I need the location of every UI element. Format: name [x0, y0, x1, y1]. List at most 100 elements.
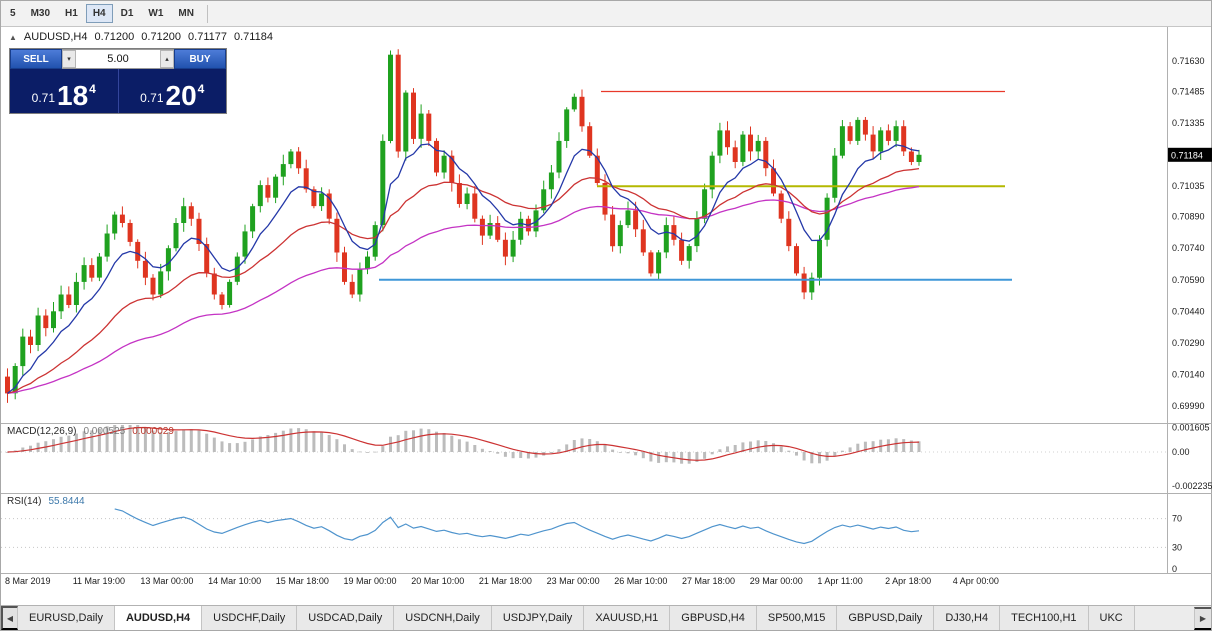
chart-tab-eurusd-daily[interactable]: EURUSD,Daily [18, 606, 115, 630]
macd-histogram-bar [243, 441, 247, 452]
macd-histogram-bar [657, 452, 661, 463]
volume-down-button[interactable]: ▾ [62, 50, 76, 68]
candle-body [533, 210, 539, 232]
macd-histogram-bar [695, 452, 699, 462]
tabbar-scroll-left-icon[interactable]: ◀ [1, 606, 18, 630]
timeframe-button-w1[interactable]: W1 [141, 4, 170, 23]
macd-histogram-bar [266, 435, 270, 452]
chart-tab-gbpusd-daily[interactable]: GBPUSD,Daily [837, 606, 935, 630]
candle-body [12, 366, 18, 394]
timeframe-button-h1[interactable]: H1 [58, 4, 85, 23]
candle-body [188, 206, 194, 219]
time-axis-label: 29 Mar 00:00 [750, 576, 803, 586]
macd-histogram-bar [519, 452, 523, 458]
macd-histogram-bar [909, 440, 913, 452]
macd-histogram-bar [496, 452, 500, 454]
macd-histogram-bar [503, 452, 507, 457]
macd-histogram-bar [343, 444, 346, 452]
macd-histogram-bar [902, 439, 906, 452]
macd-histogram-bar [457, 439, 461, 452]
buy-price-sup: 4 [197, 82, 205, 96]
volume-up-button[interactable]: ▴ [160, 50, 174, 68]
time-axis-label: 4 Apr 00:00 [953, 576, 999, 586]
macd-histogram-bar [327, 435, 331, 452]
candle-body [824, 197, 830, 240]
candle-body [832, 155, 838, 198]
time-axis-label: 27 Mar 18:00 [682, 576, 735, 586]
candle-body [541, 189, 547, 211]
macd-histogram-bar [549, 452, 553, 454]
chart-tab-usdjpy-daily[interactable]: USDJPY,Daily [491, 606, 585, 630]
macd-histogram-bar [29, 445, 32, 452]
rsi-indicator-label: RSI(14) 55.8444 [7, 496, 85, 507]
chart-tab-tech100-h1[interactable]: TECH100,H1 [1000, 606, 1089, 630]
candle-body [778, 193, 784, 219]
sell-button[interactable]: SELL [10, 49, 62, 69]
macd-histogram-bar [611, 449, 615, 452]
candle-body [456, 183, 462, 204]
candle-body [855, 119, 861, 141]
candle-body [472, 193, 478, 219]
buy-price[interactable]: 0.71 20 4 [119, 69, 227, 113]
tabbar-scroll-right-icon[interactable]: ▶ [1194, 607, 1211, 630]
chart-tab-gbpusd-h4[interactable]: GBPUSD,H4 [670, 606, 757, 630]
macd-histogram-bar [511, 452, 515, 459]
macd-histogram-bar [396, 435, 400, 452]
candle-body [449, 155, 455, 183]
macd-histogram-bar [143, 427, 147, 452]
timeframe-button-h4[interactable]: H4 [85, 4, 113, 23]
candle-body [740, 134, 746, 162]
macd-histogram-bar [787, 450, 791, 452]
candle-body [640, 229, 646, 253]
candle-body [671, 225, 677, 240]
timeframe-button-d1[interactable]: D1 [114, 4, 141, 23]
macd-histogram-bar [595, 441, 599, 452]
time-axis-label: 19 Mar 00:00 [344, 576, 397, 586]
candle-body [380, 140, 386, 225]
chart-tab-dj30-h4[interactable]: DJ30,H4 [934, 606, 1001, 630]
candle-body [556, 140, 562, 173]
candle-body [908, 151, 914, 162]
price-axis-label: 0.71630 [1172, 56, 1205, 66]
timeframe-button-m30[interactable]: M30 [24, 4, 57, 23]
volume-value[interactable]: 5.00 [107, 53, 129, 65]
macd-histogram-bar [710, 452, 714, 455]
macd-histogram-bar [733, 445, 737, 452]
candle-body [495, 223, 501, 240]
macd-histogram-bar [105, 426, 109, 452]
time-axis-label: 13 Mar 00:00 [140, 576, 193, 586]
macd-histogram-bar [304, 429, 308, 452]
macd-histogram-bar [779, 446, 783, 452]
chart-tab-xauusd-h1[interactable]: XAUUSD,H1 [584, 606, 671, 630]
buy-button[interactable]: BUY [174, 49, 226, 69]
candle-body [648, 252, 654, 274]
candle-body [725, 130, 730, 148]
candle-body [43, 315, 49, 329]
sell-price[interactable]: 0.71 18 4 [10, 69, 118, 113]
candle-body [694, 218, 700, 247]
candle-body [418, 113, 424, 139]
chart-canvas[interactable]: 0.71630 0.71485 0.71335 0.71035 0.70890 0.707… [1, 27, 1212, 597]
chart-tab-sp500-m15[interactable]: SP500,M15 [756, 606, 838, 630]
macd-histogram-bar [174, 431, 178, 452]
macd-histogram-bar [120, 425, 124, 452]
chart-tab-usdcad-daily[interactable]: USDCAD,Daily [297, 606, 395, 630]
candle-body [250, 206, 256, 232]
macd-histogram-bar [473, 445, 477, 452]
macd-histogram-bar [197, 430, 201, 452]
ohlc-high: 0.71200 [141, 31, 182, 43]
chart-tab-ukc[interactable]: UKC [1088, 606, 1135, 630]
volume-field[interactable]: ▾ 5.00 ▴ [62, 49, 174, 69]
time-axis-label: 11 Mar 19:00 [73, 576, 125, 586]
macd-histogram-bar [848, 447, 852, 452]
macd-histogram-bar [166, 432, 170, 452]
chart-tab-usdchf-daily[interactable]: USDCHF,Daily [202, 606, 298, 630]
chart-tab-audusd-h4[interactable]: AUDUSD,H4 [114, 606, 203, 630]
price-axis-label: 0.70740 [1172, 243, 1205, 253]
timeframe-button-5[interactable]: 5 [3, 4, 23, 23]
macd-histogram-bar [358, 451, 362, 453]
chart-tab-usdcnh-daily[interactable]: USDCNH,Daily [394, 606, 492, 630]
candle-body [633, 210, 639, 230]
candle-body [319, 193, 325, 207]
timeframe-button-mn[interactable]: MN [171, 4, 201, 23]
